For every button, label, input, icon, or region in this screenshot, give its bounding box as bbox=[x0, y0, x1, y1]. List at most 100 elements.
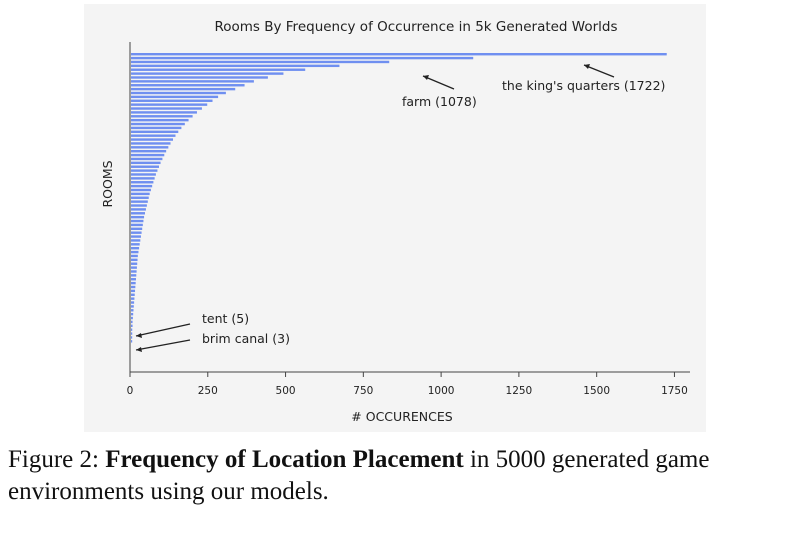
bar bbox=[131, 312, 134, 316]
bar bbox=[131, 130, 179, 134]
bar bbox=[131, 150, 167, 153]
annotation-kings-quarters: the king's quarters (1722) bbox=[502, 78, 665, 93]
x-tick-label: 750 bbox=[353, 385, 373, 397]
annotation-arrow-farm bbox=[422, 75, 455, 90]
bar bbox=[131, 258, 138, 262]
bar bbox=[131, 138, 173, 141]
annotation-tent: tent (5) bbox=[202, 311, 249, 326]
bar bbox=[131, 72, 284, 75]
x-tick-label: 1000 bbox=[428, 385, 455, 397]
bar bbox=[131, 309, 134, 312]
bar bbox=[131, 231, 142, 234]
caption-prefix: Figure 2: bbox=[8, 446, 106, 473]
bar bbox=[131, 122, 185, 126]
x-tick-label: 1750 bbox=[661, 385, 688, 397]
bar bbox=[131, 301, 135, 304]
bar bbox=[131, 87, 236, 91]
caption-bold: Frequency of Location Placement bbox=[105, 446, 464, 473]
bar bbox=[131, 196, 149, 199]
bar bbox=[131, 293, 135, 296]
annotation-arrow-tent bbox=[135, 323, 191, 337]
bar bbox=[131, 103, 208, 106]
x-tick-label: 0 bbox=[127, 385, 134, 397]
bar bbox=[131, 99, 213, 102]
bar bbox=[131, 278, 136, 281]
bar bbox=[131, 56, 474, 60]
y-axis-label: ROOMS bbox=[100, 160, 115, 207]
x-axis-label: # OCCURENCES bbox=[351, 409, 452, 424]
bar bbox=[131, 68, 306, 71]
bar bbox=[131, 336, 133, 339]
bar bbox=[131, 281, 136, 285]
bar bbox=[131, 223, 143, 227]
bar bbox=[131, 328, 133, 331]
bar bbox=[131, 126, 182, 130]
bar bbox=[131, 107, 202, 110]
bar bbox=[131, 91, 226, 95]
bar bbox=[131, 235, 141, 238]
bar bbox=[131, 76, 268, 79]
bar bbox=[131, 285, 136, 289]
bar bbox=[131, 316, 133, 320]
bar bbox=[131, 274, 137, 277]
bar bbox=[131, 177, 155, 180]
annotation-arrow-brim-canal bbox=[135, 339, 191, 351]
bar-chart: Rooms By Frequency of Occurrence in 5k G… bbox=[100, 19, 690, 424]
bar bbox=[131, 250, 139, 254]
bar bbox=[131, 208, 146, 211]
x-tick-label: 500 bbox=[276, 385, 296, 397]
bar bbox=[131, 289, 136, 293]
bar bbox=[131, 219, 144, 223]
bar bbox=[131, 204, 147, 207]
bar bbox=[131, 84, 245, 87]
bar bbox=[131, 157, 163, 161]
bar bbox=[131, 134, 176, 137]
x-tick-label: 1500 bbox=[583, 385, 610, 397]
bar bbox=[131, 340, 133, 343]
bar bbox=[131, 192, 150, 196]
bar bbox=[131, 80, 254, 83]
figure-caption: Figure 2: Frequency of Location Placemen… bbox=[8, 444, 796, 508]
bar bbox=[131, 262, 138, 265]
arrowhead-farm bbox=[423, 75, 429, 80]
bar bbox=[131, 247, 140, 250]
bar bbox=[131, 212, 145, 215]
bar bbox=[131, 169, 158, 172]
arrowhead-brim-canal bbox=[136, 347, 142, 352]
bar bbox=[131, 64, 340, 68]
bar bbox=[131, 173, 156, 176]
bar bbox=[131, 305, 134, 308]
bar bbox=[131, 181, 154, 184]
bar bbox=[131, 153, 165, 157]
bar bbox=[131, 53, 667, 56]
bar bbox=[131, 146, 169, 149]
bar bbox=[131, 243, 140, 246]
bar bbox=[131, 115, 193, 118]
x-ticks-group: 0 250 500 750 1000 1250 1500 1750 bbox=[127, 372, 688, 397]
bar bbox=[131, 95, 219, 99]
caption-rest: in 5000 generated game environments usin… bbox=[8, 446, 710, 505]
bar bbox=[131, 239, 141, 242]
bar bbox=[131, 142, 171, 145]
bar bbox=[131, 184, 153, 188]
bar bbox=[131, 200, 148, 203]
arrowhead-tent bbox=[136, 333, 142, 338]
bar bbox=[131, 320, 133, 324]
chart-figure: Rooms By Frequency of Occurrence in 5k G… bbox=[84, 4, 706, 432]
bar bbox=[131, 324, 133, 328]
chart-title: Rooms By Frequency of Occurrence in 5k G… bbox=[214, 19, 617, 35]
bars-group bbox=[131, 53, 667, 343]
bar bbox=[131, 254, 138, 258]
annotation-brim-canal: brim canal (3) bbox=[202, 331, 290, 346]
annotation-arrow-kings-quarters bbox=[583, 64, 615, 78]
bar bbox=[131, 332, 133, 335]
bar bbox=[131, 118, 189, 122]
bar bbox=[131, 266, 137, 269]
bar bbox=[131, 270, 137, 273]
arrowhead-kings-quarters bbox=[584, 64, 590, 69]
x-tick-label: 1250 bbox=[506, 385, 533, 397]
annotation-farm: farm (1078) bbox=[402, 94, 477, 109]
bar bbox=[131, 188, 151, 192]
x-tick-label: 250 bbox=[198, 385, 218, 397]
bar bbox=[131, 215, 145, 219]
